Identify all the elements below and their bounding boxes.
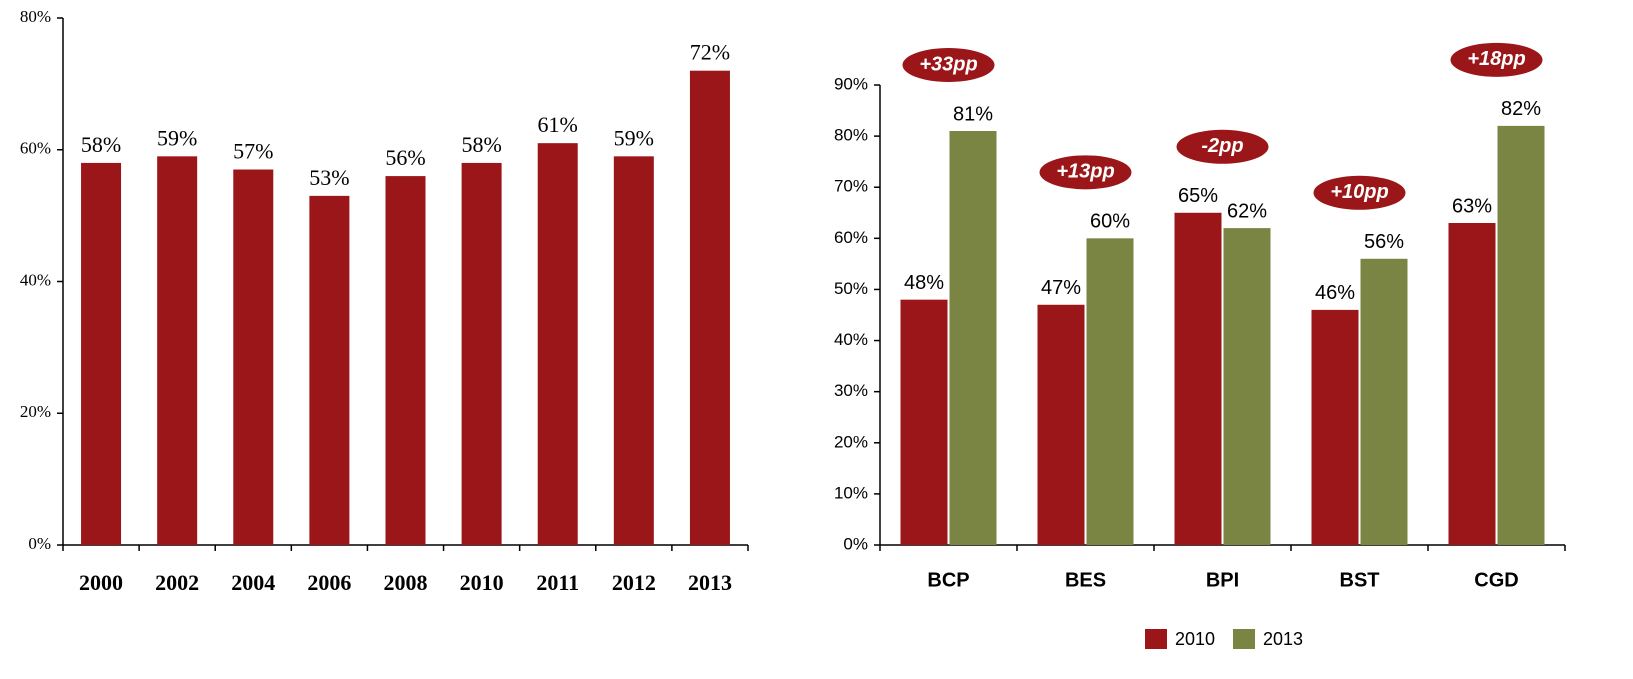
bar (1311, 309, 1359, 545)
bar (1037, 304, 1085, 545)
bar (81, 162, 122, 546)
value-label: 59% (614, 125, 654, 150)
bar (537, 143, 578, 545)
value-label: 60% (1090, 211, 1130, 233)
bar (1448, 223, 1496, 545)
annotation: +33pp (919, 53, 977, 75)
y-tick-label: 90% (834, 74, 868, 93)
x-tick-label: 2004 (231, 570, 275, 595)
value-label: 53% (309, 165, 349, 190)
y-tick-label: 20% (834, 432, 868, 451)
bar (385, 176, 426, 545)
y-tick-label: 10% (834, 483, 868, 502)
x-tick-label: 2000 (79, 570, 123, 595)
x-tick-label: 2006 (307, 570, 351, 595)
y-tick-label: 80% (20, 7, 51, 26)
y-tick-label: 40% (20, 270, 51, 289)
x-tick-label: BST (1340, 569, 1380, 591)
bar (461, 162, 502, 546)
bar (1086, 238, 1134, 546)
bar (689, 70, 730, 545)
y-tick-label: 60% (834, 228, 868, 247)
x-tick-label: 2002 (155, 570, 199, 595)
legend-label: 2010 (1175, 629, 1215, 649)
value-label: 65% (1178, 185, 1218, 207)
value-label: 47% (1041, 277, 1081, 299)
legend-label: 2013 (1263, 629, 1303, 649)
x-tick-label: BCP (927, 569, 969, 591)
y-tick-label: 30% (834, 381, 868, 400)
x-tick-label: 2012 (612, 570, 656, 595)
bar (233, 169, 274, 545)
annotation: +10pp (1330, 181, 1388, 203)
value-label: 62% (1227, 200, 1267, 222)
bar (1360, 258, 1408, 545)
y-tick-label: 80% (834, 126, 868, 145)
bar (309, 195, 350, 546)
annotation-pill (1313, 175, 1406, 210)
value-label: 59% (157, 125, 197, 150)
value-label: 56% (385, 145, 425, 170)
x-tick-label: 2008 (384, 570, 428, 595)
x-tick-label: CGD (1474, 569, 1518, 591)
value-label: 61% (538, 112, 578, 137)
y-tick-label: 40% (834, 330, 868, 349)
value-label: 63% (1452, 195, 1492, 217)
annotation: +13pp (1056, 161, 1114, 183)
value-label: 82% (1501, 98, 1541, 120)
value-label: 56% (1364, 231, 1404, 253)
x-tick-label: BES (1065, 569, 1106, 591)
bar (157, 156, 198, 545)
y-tick-label: 20% (20, 402, 51, 421)
y-tick-label: 70% (834, 177, 868, 196)
annotation: +18pp (1467, 48, 1525, 70)
value-label: 58% (81, 132, 121, 157)
x-tick-label: 2011 (536, 570, 579, 595)
value-label: 46% (1315, 282, 1355, 304)
value-label: 72% (690, 40, 730, 65)
annotation-pill (1176, 129, 1269, 164)
annotation: -2pp (1201, 135, 1243, 157)
bar (1223, 228, 1271, 545)
x-tick-label: 2013 (688, 570, 732, 595)
x-tick-label: 2010 (460, 570, 504, 595)
y-tick-label: 50% (834, 279, 868, 298)
annotation-pill (902, 48, 995, 82)
value-label: 48% (904, 272, 944, 294)
annotation-pill (1039, 155, 1132, 190)
legend-swatch (1145, 629, 1167, 649)
value-label: 81% (953, 103, 993, 125)
bar (1497, 125, 1545, 545)
value-label: 57% (233, 139, 273, 164)
annotation-pill (1450, 42, 1543, 77)
bar (1174, 212, 1222, 545)
bar (949, 131, 997, 545)
x-tick-label: BPI (1206, 569, 1239, 591)
legend-swatch (1233, 629, 1255, 649)
bar (900, 299, 948, 545)
y-tick-label: 0% (28, 534, 51, 553)
y-tick-label: 0% (843, 534, 868, 553)
bar (613, 156, 654, 545)
y-tick-label: 60% (20, 139, 51, 158)
value-label: 58% (461, 132, 501, 157)
